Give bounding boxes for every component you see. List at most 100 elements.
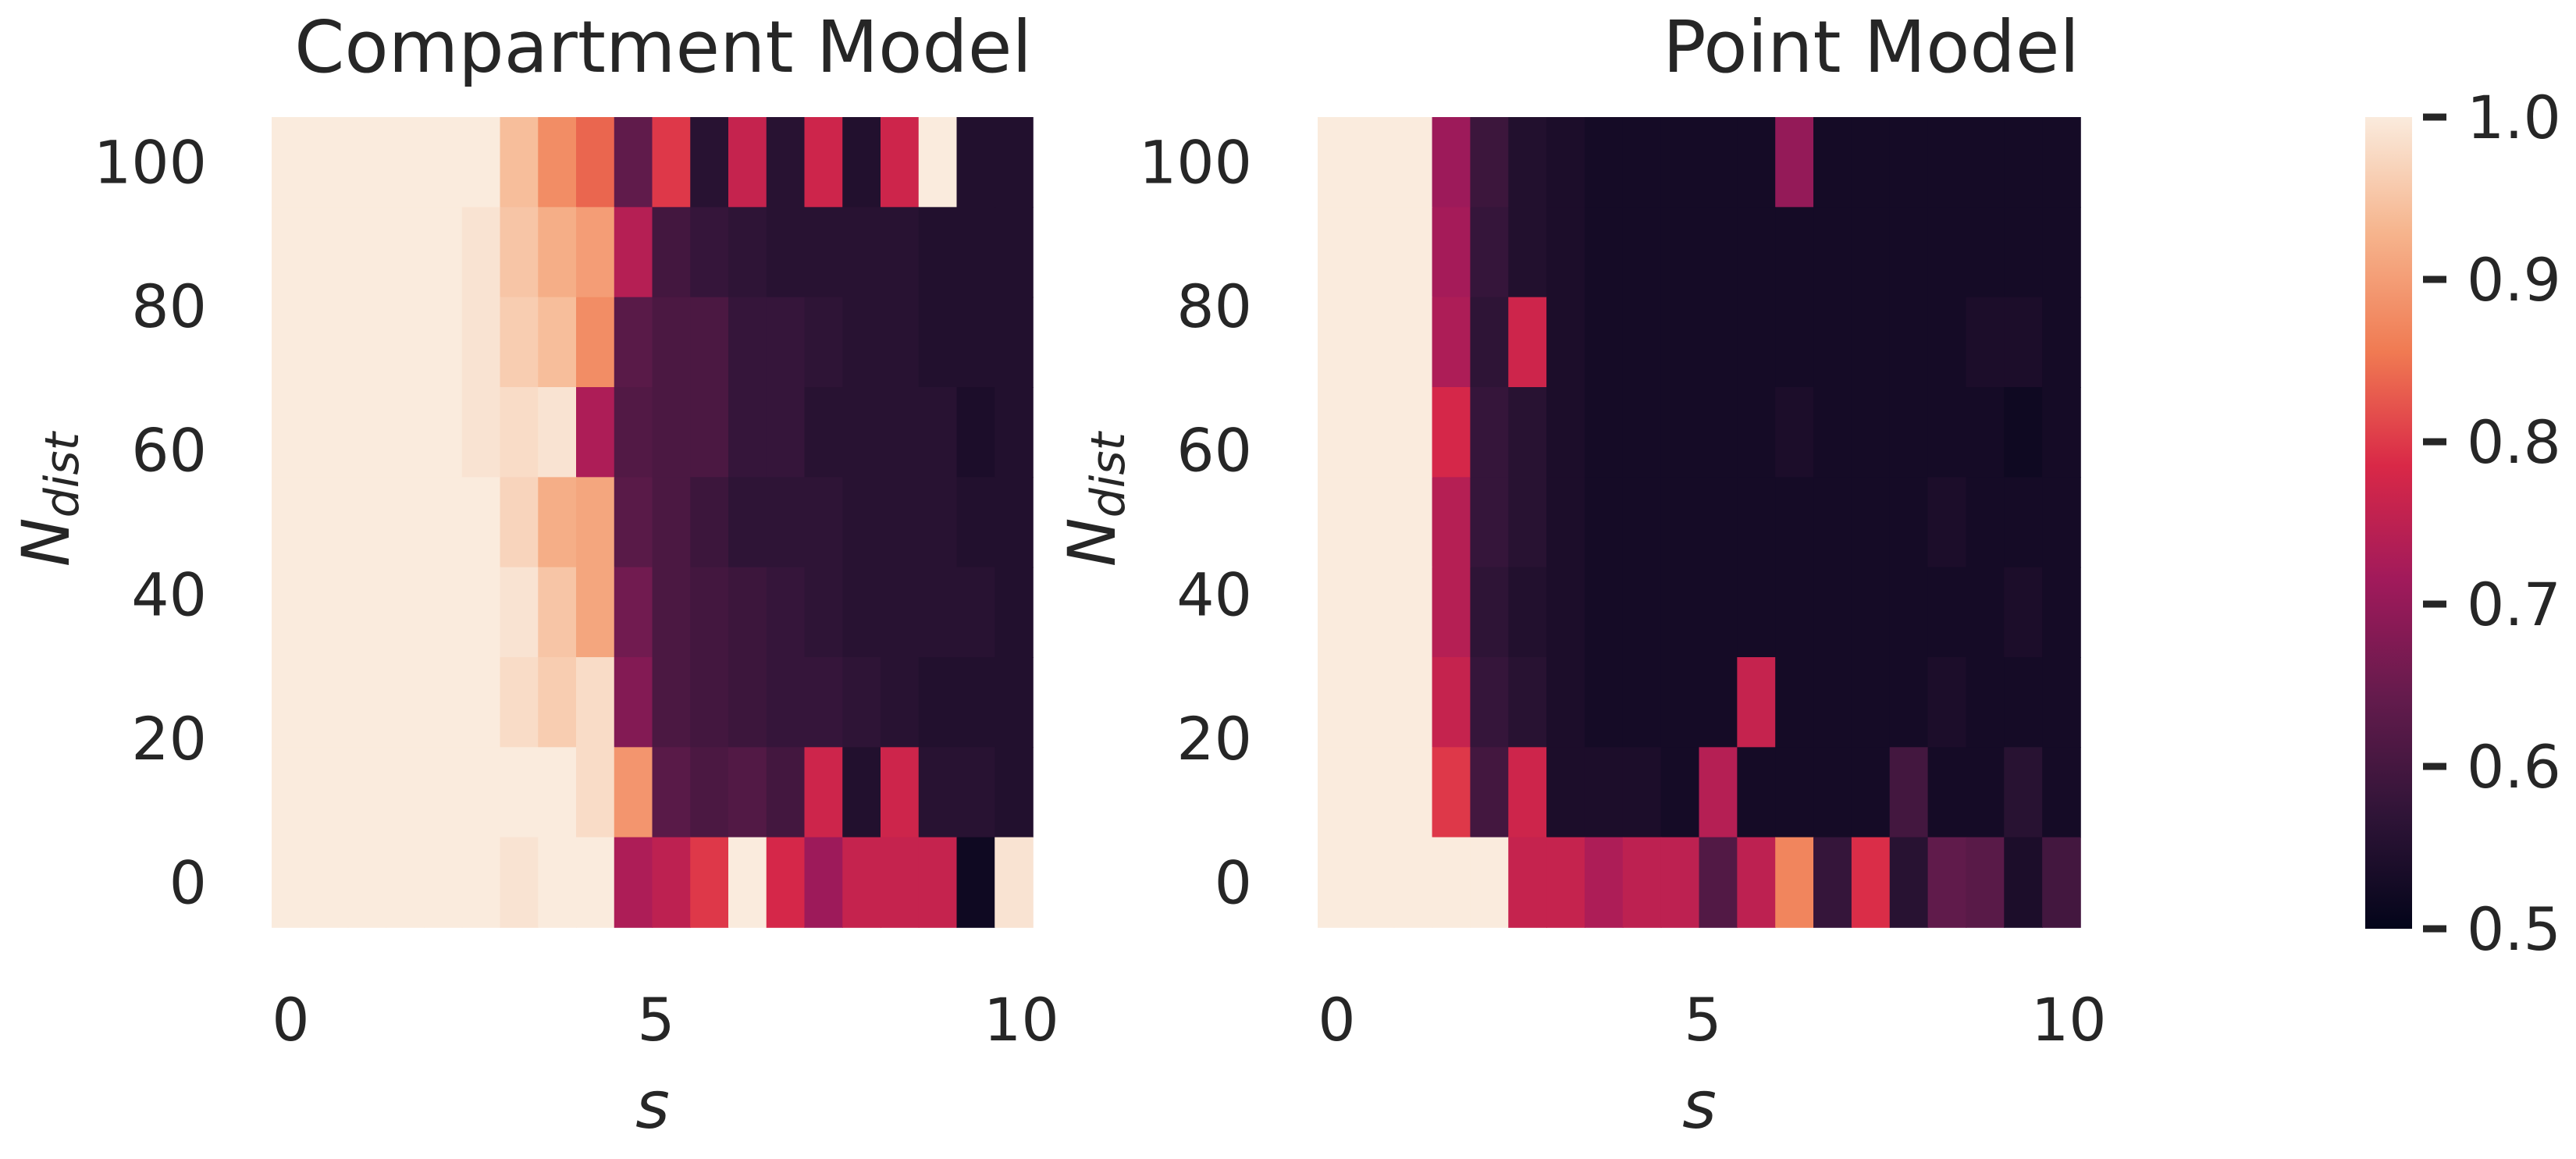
heatmap-cell: [2042, 297, 2081, 388]
heatmap-cell: [728, 747, 767, 838]
heatmap-cell: [1584, 477, 1624, 568]
heatmap-cell: [1737, 117, 1776, 208]
heatmap-cell: [1393, 747, 1433, 838]
heatmap-cell: [690, 117, 729, 208]
heatmap-cell: [272, 297, 311, 388]
y-tick-label: 100: [1139, 128, 1252, 197]
heatmap-cell: [500, 837, 539, 928]
heatmap-cell: [309, 837, 349, 928]
heatmap-cell: [1318, 747, 1357, 838]
heatmap-cell: [1622, 387, 1662, 478]
heatmap-cell: [424, 207, 463, 298]
heatmap-cell: [538, 117, 577, 208]
heatmap-cell: [386, 477, 425, 568]
heatmap-cell: [1355, 747, 1395, 838]
heatmap-cell: [2004, 207, 2043, 298]
heatmap-cell: [576, 207, 615, 298]
heatmap-cell: [2004, 117, 2043, 208]
heatmap-cell: [1584, 657, 1624, 748]
heatmap-cell: [1966, 837, 2005, 928]
heatmap-compartment-panel: Compartment Model 100 80 60 40 20 0 0 5 10 s Nd…: [8, 5, 1059, 1143]
heatmap-cell: [728, 297, 767, 388]
heatmap-cell: [842, 837, 881, 928]
heatmap-cell: [1660, 207, 1700, 298]
heatmap-cell: [842, 477, 881, 568]
heatmap-cell: [881, 117, 920, 208]
heatmap-cell: [1775, 567, 1814, 658]
heatmap-cell: [2042, 387, 2081, 478]
heatmap-cell: [804, 117, 844, 208]
colorbar: 1.0 0.9 0.8 0.7 0.6 0.5: [2365, 83, 2561, 964]
heatmap-cell: [994, 117, 1034, 208]
heatmap-cell: [1355, 297, 1395, 388]
heatmap-cell: [424, 297, 463, 388]
heatmap-cell: [1660, 477, 1700, 568]
heatmap-cell: [1355, 387, 1395, 478]
heatmap-cell: [1889, 837, 1929, 928]
heatmap-cell: [272, 657, 311, 748]
heatmap-cell: [766, 387, 806, 478]
heatmap-cell: [994, 837, 1034, 928]
heatmap-cell: [424, 567, 463, 658]
heatmap-cell: [1432, 387, 1471, 478]
heatmap-cell: [461, 477, 501, 568]
heatmap-cell: [652, 837, 692, 928]
heatmap-cell: [1393, 117, 1433, 208]
heatmap-cell: [614, 297, 653, 388]
heatmap-cell: [309, 657, 349, 748]
heatmap-cell: [1813, 657, 1852, 748]
heatmap-cell: [500, 657, 539, 748]
heatmap-cell: [956, 477, 996, 568]
heatmap-cell: [461, 837, 501, 928]
heatmap-cell: [347, 747, 387, 838]
heatmap-cell: [1470, 747, 1510, 838]
heatmap-cell: [2042, 657, 2081, 748]
heatmap-cell: [347, 297, 387, 388]
colorbar-tick-label: 0.7: [2467, 570, 2561, 639]
heatmap-cell: [1508, 387, 1547, 478]
compartment-y-label-main: N: [8, 517, 84, 567]
heatmap-cell: [1737, 297, 1776, 388]
heatmap-cell: [424, 117, 463, 208]
heatmap-cell: [1813, 207, 1852, 298]
heatmap-cell: [1927, 567, 1967, 658]
heatmap-cell: [804, 477, 844, 568]
heatmap-cell: [1432, 207, 1471, 298]
heatmap-cell: [1546, 297, 1585, 388]
heatmap-cell: [766, 567, 806, 658]
heatmap-cell: [1508, 657, 1547, 748]
heatmap-cell: [918, 657, 958, 748]
heatmap-cell: [309, 477, 349, 568]
heatmap-cell: [728, 477, 767, 568]
heatmap-cell: [614, 117, 653, 208]
heatmap-cell: [1927, 477, 1967, 568]
heatmap-cell: [1927, 117, 1967, 208]
heatmap-cell: [1737, 477, 1776, 568]
heatmap-cell: [614, 567, 653, 658]
heatmap-cell: [1851, 297, 1891, 388]
heatmap-cell: [614, 837, 653, 928]
heatmap-cell: [1318, 477, 1357, 568]
heatmap-cell: [1584, 117, 1624, 208]
heatmap-cell: [804, 207, 844, 298]
heatmap-cell: [1508, 207, 1547, 298]
heatmap-cell: [766, 747, 806, 838]
x-tick-label: 0: [1318, 985, 1355, 1054]
heatmap-cell: [1546, 567, 1585, 658]
heatmap-cell: [1508, 837, 1547, 928]
heatmap-cell: [842, 747, 881, 838]
heatmap-cell: [1775, 207, 1814, 298]
heatmap-cell: [1699, 657, 1738, 748]
heatmap-cell: [461, 297, 501, 388]
heatmap-cell: [881, 567, 920, 658]
heatmap-cell: [1470, 567, 1510, 658]
heatmap-cell: [956, 387, 996, 478]
heatmap-cell: [1660, 747, 1700, 838]
heatmap-cell: [994, 297, 1034, 388]
heatmap-cell: [1813, 567, 1852, 658]
heatmap-cell: [918, 837, 958, 928]
heatmap-cell: [461, 207, 501, 298]
heatmap-cell: [272, 747, 311, 838]
heatmap-cell: [1393, 657, 1433, 748]
heatmap-cell: [881, 477, 920, 568]
